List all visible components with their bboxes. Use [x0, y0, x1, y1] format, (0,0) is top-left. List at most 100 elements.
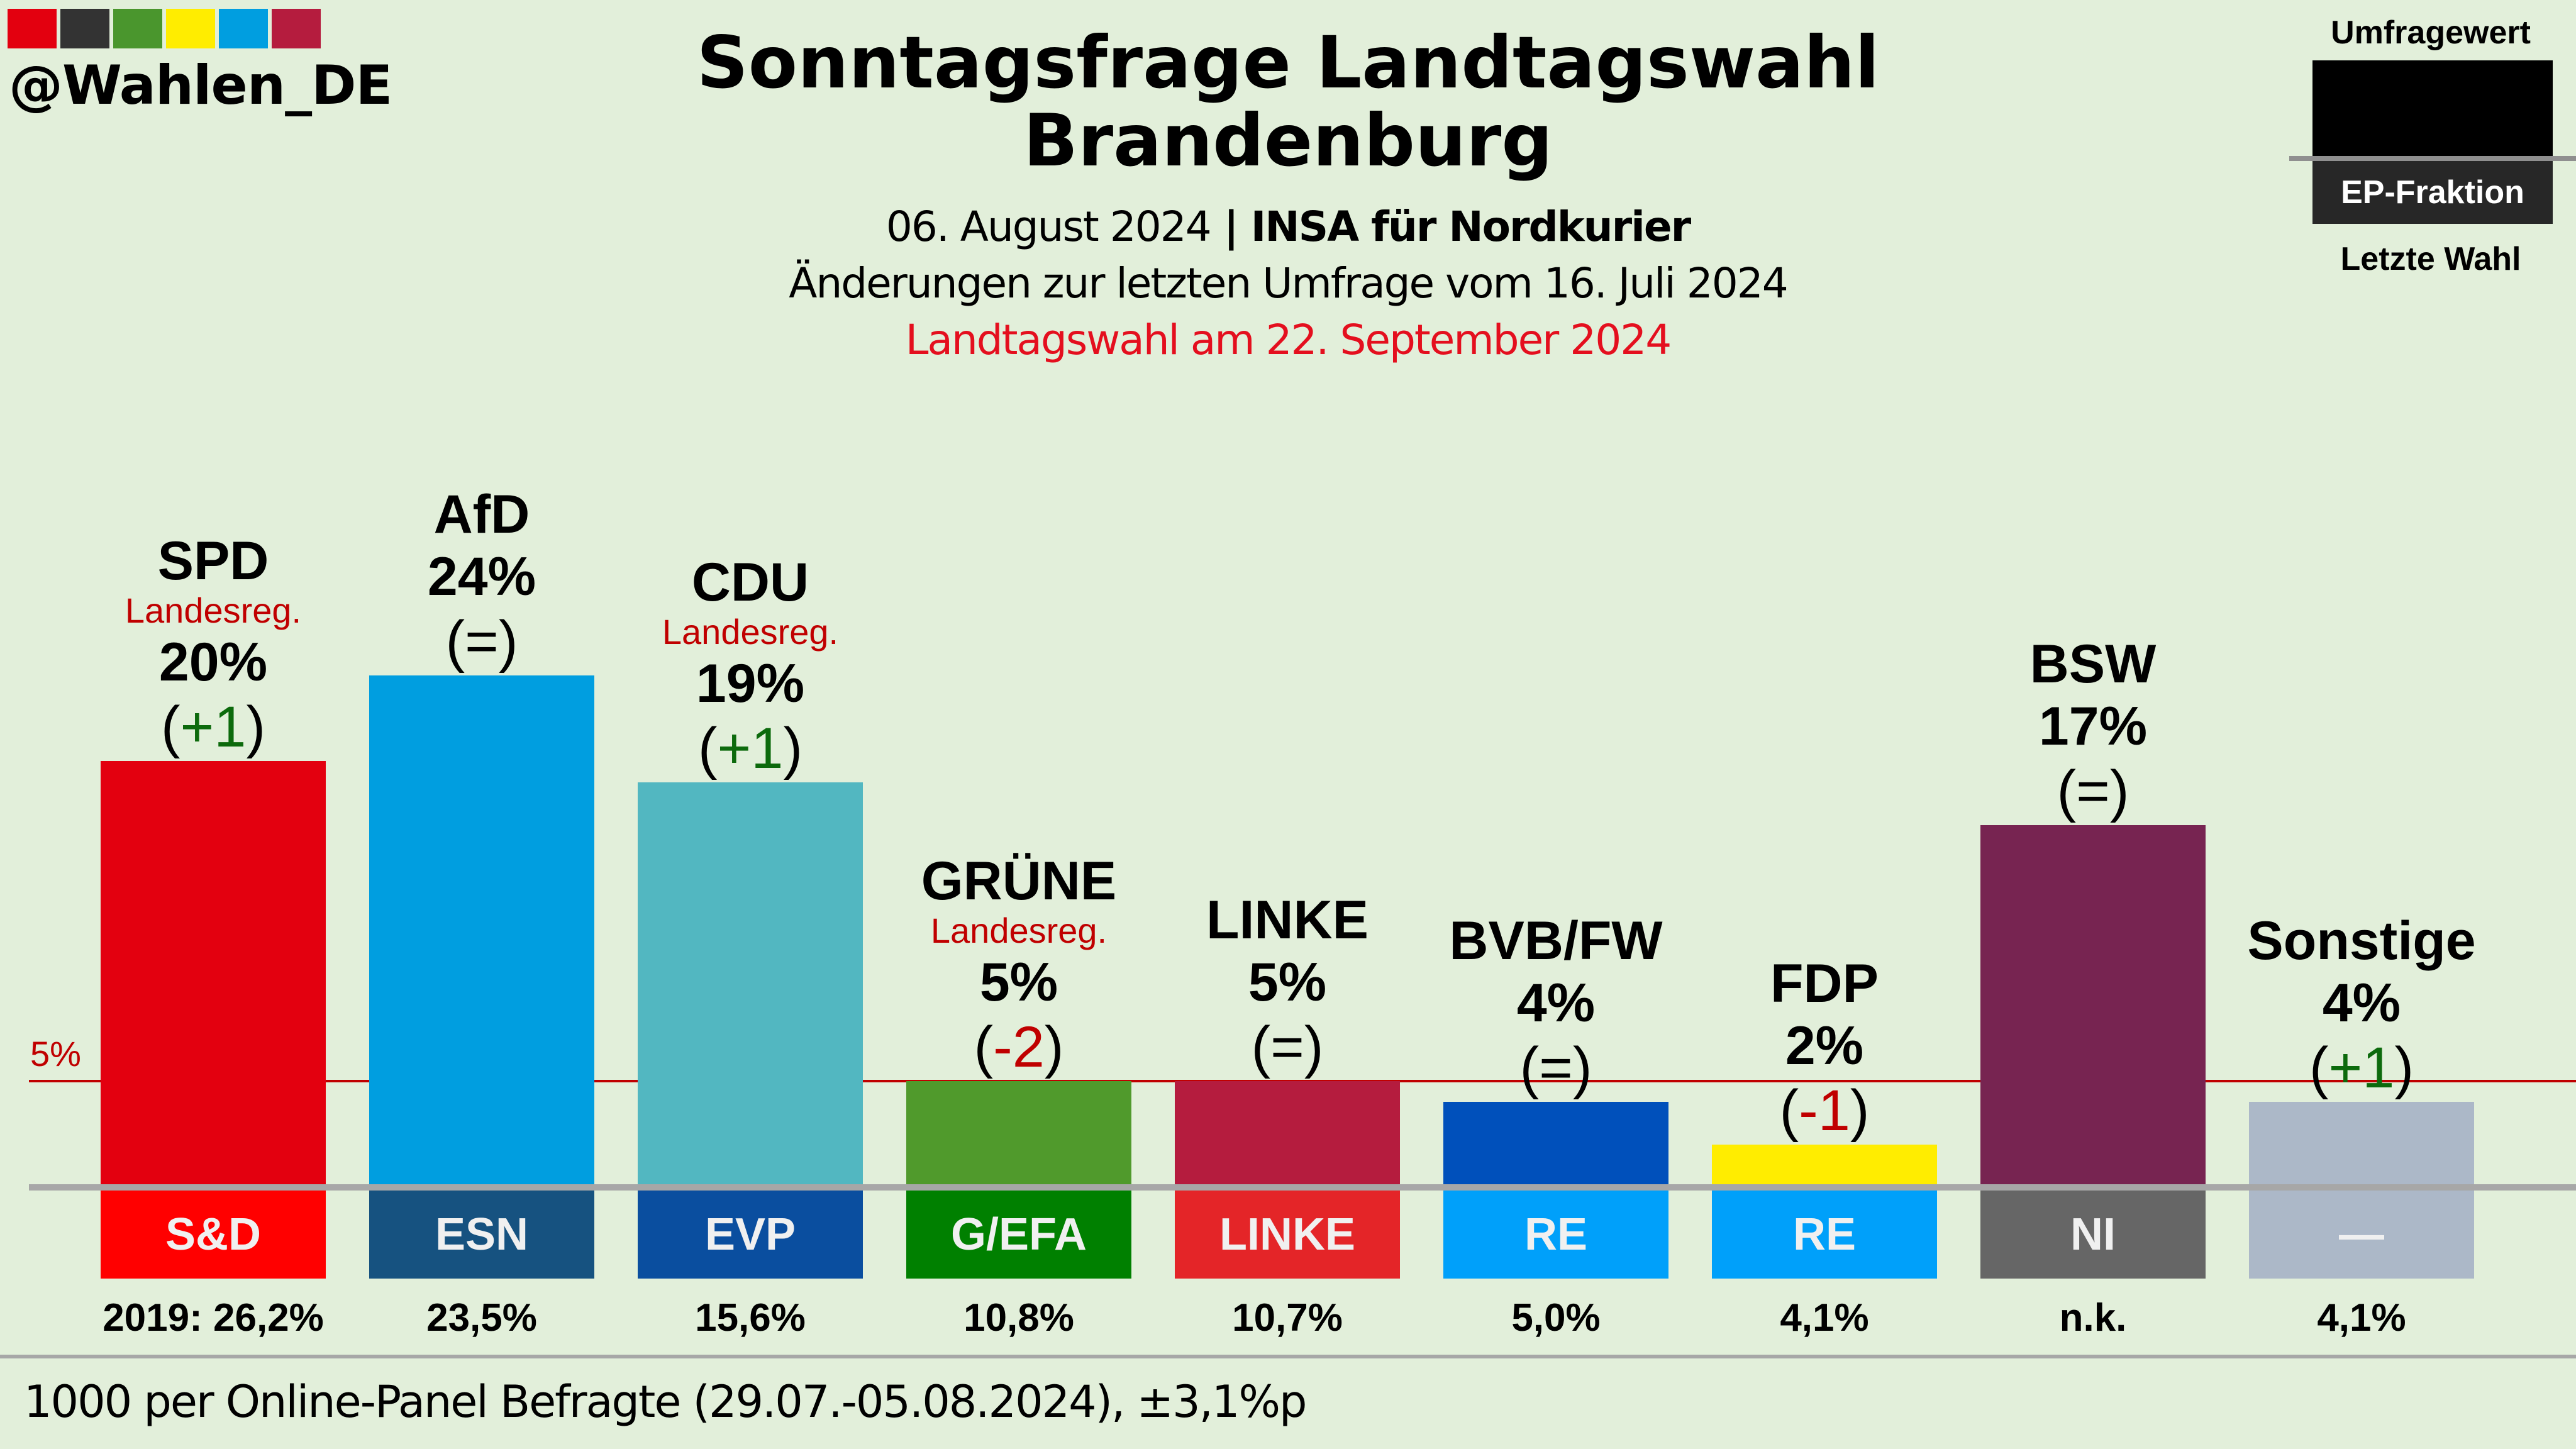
bar-bvbfw — [1443, 1102, 1668, 1187]
bar-afd — [369, 675, 594, 1187]
bar-cdu — [638, 782, 863, 1187]
change-value: = — [2076, 758, 2110, 823]
party-name: SPD — [157, 531, 269, 591]
legend-axis-line — [2289, 156, 2576, 161]
brand-swatch — [8, 9, 57, 48]
last-election-value: 4,1% — [2317, 1296, 2406, 1340]
last-election-value: 5,0% — [1511, 1296, 1601, 1340]
bar-label-group: FDP 2% (-1) — [1692, 953, 1957, 1143]
government-badge: Landesreg. — [662, 611, 839, 652]
party-change: (+1) — [2309, 1036, 2414, 1101]
party-change: (+1) — [160, 695, 266, 759]
last-election-value: 2019: 26,2% — [103, 1296, 324, 1340]
bar-label-group: CDU Landesreg. 19% (+1) — [618, 552, 882, 781]
party-name: BVB/FW — [1449, 911, 1663, 972]
legend-poll-value-label: Umfragewert — [2331, 14, 2531, 51]
change-value: = — [465, 609, 499, 674]
party-name: Sonstige — [2247, 911, 2476, 972]
last-election-value: 15,6% — [695, 1296, 806, 1340]
bar-label-group: BVB/FW 4% (=) — [1424, 911, 1688, 1101]
last-election-value: 10,8% — [963, 1296, 1074, 1340]
party-change: (=) — [1251, 1014, 1324, 1079]
government-badge: Landesreg. — [125, 591, 302, 630]
party-value: 24% — [427, 547, 536, 608]
party-name: GRÜNE — [921, 850, 1117, 911]
bar-label-group: BSW 17% (=) — [1961, 634, 2225, 824]
party-change: (=) — [445, 609, 518, 674]
ep-group-box: NI — [1980, 1191, 2206, 1279]
bar-grne — [906, 1080, 1131, 1187]
last-election-value: 4,1% — [1780, 1296, 1869, 1340]
party-change: (+1) — [697, 716, 803, 780]
bar-label-group: LINKE 5% (=) — [1155, 890, 1419, 1080]
party-name: CDU — [691, 552, 809, 613]
ep-group-box: S&D — [101, 1191, 326, 1279]
brand-handle: @Wahlen_DE — [9, 54, 392, 117]
ep-group-box: LINKE — [1175, 1191, 1400, 1279]
separator: | — [1210, 203, 1251, 251]
ep-group-box: EVP — [638, 1191, 863, 1279]
party-value: 4% — [1516, 973, 1596, 1034]
bar-label-group: GRÜNE Landesreg. 5% (-2) — [887, 851, 1151, 1080]
party-change: (=) — [1519, 1036, 1592, 1101]
party-value: 19% — [696, 653, 805, 714]
bar-spd — [101, 761, 326, 1187]
party-value: 2% — [1785, 1016, 1864, 1077]
bar-label-group: AfD 24% (=) — [350, 484, 614, 674]
change-value: = — [1270, 1014, 1304, 1079]
ep-group-box: G/EFA — [906, 1191, 1131, 1279]
title-line-2: Brandenburg — [1023, 99, 1553, 182]
ep-group-box: RE — [1443, 1191, 1668, 1279]
poll-institute: INSA für Nordkurier — [1250, 203, 1691, 251]
change-value: -1 — [1799, 1079, 1850, 1143]
party-value: 20% — [158, 632, 268, 692]
brand-swatch — [166, 9, 215, 48]
bar-label-group: Sonstige 4% (+1) — [2229, 911, 2494, 1101]
ep-group-box: RE — [1712, 1191, 1937, 1279]
party-name: LINKE — [1206, 889, 1368, 950]
brand-swatch — [113, 9, 162, 48]
election-note: Landtagswahl am 22. September 2024 — [905, 316, 1672, 364]
party-name: BSW — [2029, 633, 2157, 694]
last-election-value: 10,7% — [1232, 1296, 1343, 1340]
last-election-value: 23,5% — [426, 1296, 537, 1340]
ep-group-box: ESN — [369, 1191, 594, 1279]
party-value: 17% — [2038, 696, 2148, 757]
threshold-label: 5% — [30, 1033, 81, 1074]
subtitle-date-institute: 06. August 2024 | INSA für Nordkurier — [0, 203, 2576, 251]
changes-note: Änderungen zur letzten Umfrage vom 16. J… — [789, 259, 1788, 308]
footer-methodology: 1000 per Online-Panel Befragte (29.07.-0… — [24, 1376, 1307, 1428]
change-value: +1 — [2328, 1036, 2395, 1101]
legend-ep-group-label: EP-Fraktion — [2312, 161, 2553, 224]
legend-bar-swatch — [2312, 60, 2553, 157]
party-change: (=) — [2057, 758, 2129, 823]
party-change: (-2) — [974, 1014, 1064, 1079]
brand-swatch — [219, 9, 268, 48]
brand-swatch — [272, 9, 321, 48]
party-name: FDP — [1770, 953, 1879, 1014]
change-value: = — [1539, 1036, 1573, 1101]
bar-bsw — [1980, 824, 2206, 1187]
chart-title: Sonntagsfrage Landtagswahl Brandenburg — [0, 24, 2576, 180]
party-value: 4% — [2322, 973, 2401, 1034]
party-change: (-1) — [1779, 1079, 1870, 1143]
change-value: +1 — [180, 695, 247, 759]
poll-date: 06. August 2024 — [886, 203, 1212, 251]
footer-divider — [0, 1355, 2576, 1358]
change-value: +1 — [717, 716, 784, 780]
government-badge: Landesreg. — [930, 910, 1108, 950]
legend-last-election-label: Letzte Wahl — [2340, 241, 2521, 277]
bar-label-group: SPD Landesreg. 20% (+1) — [81, 531, 345, 760]
party-value: 5% — [1248, 952, 1327, 1013]
title-line-1: Sonntagsfrage Landtagswahl — [696, 21, 1880, 104]
x-axis-baseline — [29, 1184, 2576, 1191]
bar-linke — [1175, 1080, 1400, 1187]
bar-fdp — [1712, 1145, 1937, 1187]
brand-swatches — [8, 9, 321, 48]
change-value: -2 — [993, 1014, 1045, 1079]
ep-group-box: — — [2249, 1191, 2474, 1279]
party-value: 5% — [979, 952, 1058, 1013]
brand-swatch — [60, 9, 109, 48]
last-election-value: n.k. — [2059, 1296, 2127, 1340]
bar-sonstige — [2249, 1102, 2474, 1187]
